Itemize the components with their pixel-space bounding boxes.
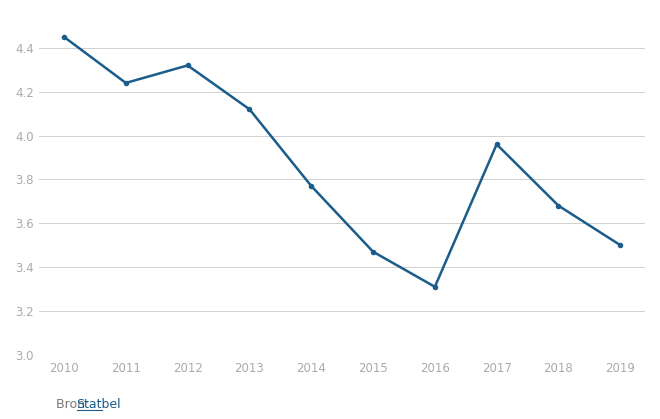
Text: Statbel: Statbel xyxy=(77,398,121,411)
Point xyxy=(244,106,255,113)
Point xyxy=(306,183,317,189)
Point xyxy=(59,34,69,40)
Point xyxy=(553,202,564,209)
Point xyxy=(121,80,131,86)
Point xyxy=(182,62,193,69)
Text: Bron:: Bron: xyxy=(56,398,93,411)
Point xyxy=(430,283,440,290)
Point xyxy=(615,242,626,248)
Point xyxy=(492,141,502,147)
Point xyxy=(368,248,378,255)
